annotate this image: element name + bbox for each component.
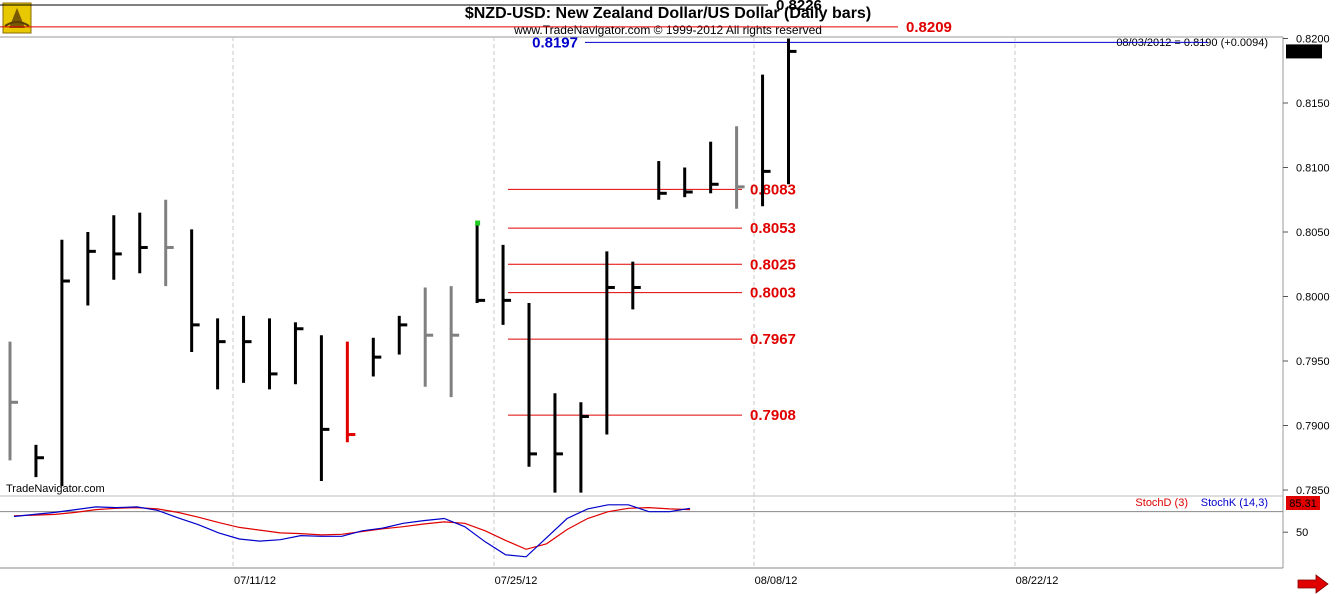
ohlc-bar-11	[293, 322, 304, 385]
last-quote-readout: 08/03/2012 = 0.8190 (+0.0094)	[1116, 37, 1268, 49]
stoch-d-legend: StochD (3)	[1135, 497, 1188, 509]
ohlc-bar-23	[605, 251, 615, 435]
ohlc-bar-5	[138, 212, 148, 274]
y-tick-label: 0.8050	[1296, 227, 1330, 239]
current-price-label: 0.8190	[1287, 46, 1321, 58]
ohlc-bar-24	[631, 261, 641, 310]
watermark-text: TradeNavigator.com	[6, 483, 105, 495]
ohlc-bar-1	[34, 444, 44, 478]
ohlc-bar-14	[371, 337, 382, 377]
stoch-value-label: 85.31	[1289, 498, 1317, 510]
tradenavigator-logo-icon	[2, 2, 32, 34]
level-label: 0.7967	[750, 331, 796, 348]
y-tick-label: 0.8100	[1296, 163, 1330, 175]
support-resistance-levels: 0.83590.82890.82710.82260.82090.81970.80…	[0, 0, 1208, 424]
vertical-gridlines	[232, 37, 1016, 568]
level-label: 0.8226	[776, 0, 822, 14]
y-tick-label: 0.8200	[1296, 34, 1330, 46]
ohlc-bar-15	[397, 315, 408, 355]
current-price-tag: 0.8190	[1286, 44, 1322, 59]
stoch-value-tag	[1286, 496, 1320, 510]
ohlc-bar-30	[787, 38, 797, 185]
x-tick-label: 07/11/12	[234, 575, 276, 587]
y-tick-label: 0.7850	[1296, 485, 1330, 497]
stochastic-panel: 50	[0, 504, 1308, 558]
ohlc-bar-9	[242, 315, 252, 383]
ohlc-bars	[8, 38, 797, 493]
ohlc-bar-18	[475, 225, 486, 303]
ohlc-bar-22	[579, 402, 589, 493]
ohlc-bar-10	[268, 318, 278, 390]
ohlc-bar-29	[761, 74, 771, 207]
ohlc-bar-4	[112, 215, 122, 280]
ohlc-bar-2	[60, 239, 70, 487]
stoch-k-line	[13, 504, 691, 558]
level-label: 0.8197	[532, 34, 578, 51]
y-tick-label: 0.8150	[1296, 98, 1330, 110]
scroll-right-arrow-icon[interactable]	[1297, 574, 1329, 594]
y-tick-label: 0.8000	[1296, 292, 1330, 304]
stoch-k-legend: StochK (14,3)	[1201, 497, 1268, 509]
ohlc-bar-0	[8, 341, 18, 461]
ohlc-bar-19	[501, 244, 512, 325]
stoch-d-line	[13, 506, 691, 550]
ohlc-bar-12	[319, 335, 330, 481]
ohlc-bar-20	[527, 302, 537, 467]
chart-title: $NZD-USD: New Zealand Dollar/US Dollar (…	[465, 5, 871, 22]
ohlc-bar-16	[423, 287, 434, 387]
x-tick-label: 08/08/12	[755, 575, 798, 587]
ohlc-bar-3	[86, 232, 96, 306]
x-tick-label: 08/22/12	[1016, 575, 1059, 587]
ohlc-bar-27	[709, 141, 719, 194]
level-label: 0.8209	[906, 19, 952, 36]
ohlc-bar-6	[164, 199, 174, 287]
y-tick-label: 0.7900	[1296, 421, 1330, 433]
x-tick-label: 07/25/12	[495, 575, 538, 587]
ohlc-bar-13	[345, 341, 356, 443]
signal-marker-icon	[475, 220, 481, 226]
ohlc-bar-21	[553, 393, 563, 493]
level-label: 0.8053	[750, 220, 796, 237]
level-label: 0.8003	[750, 285, 796, 302]
y-tick-label: 0.7950	[1296, 356, 1330, 368]
ohlc-bar-26	[683, 167, 693, 198]
ohlc-bar-17	[449, 286, 460, 398]
level-label: 0.7908	[750, 407, 796, 424]
level-label: 0.8025	[750, 256, 796, 273]
time-axis: 07/11/12 07/25/12 08/08/12 08/22/12	[234, 575, 1058, 587]
ohlc-bar-8	[216, 318, 226, 390]
ohlc-bar-7	[190, 229, 200, 352]
price-axis: 0.83500.83000.82500.82000.81500.81000.80…	[1283, 34, 1330, 497]
ohlc-bar-28	[735, 126, 745, 209]
stoch-tick-label: 50	[1296, 527, 1308, 539]
ohlc-bar-25	[657, 161, 667, 200]
